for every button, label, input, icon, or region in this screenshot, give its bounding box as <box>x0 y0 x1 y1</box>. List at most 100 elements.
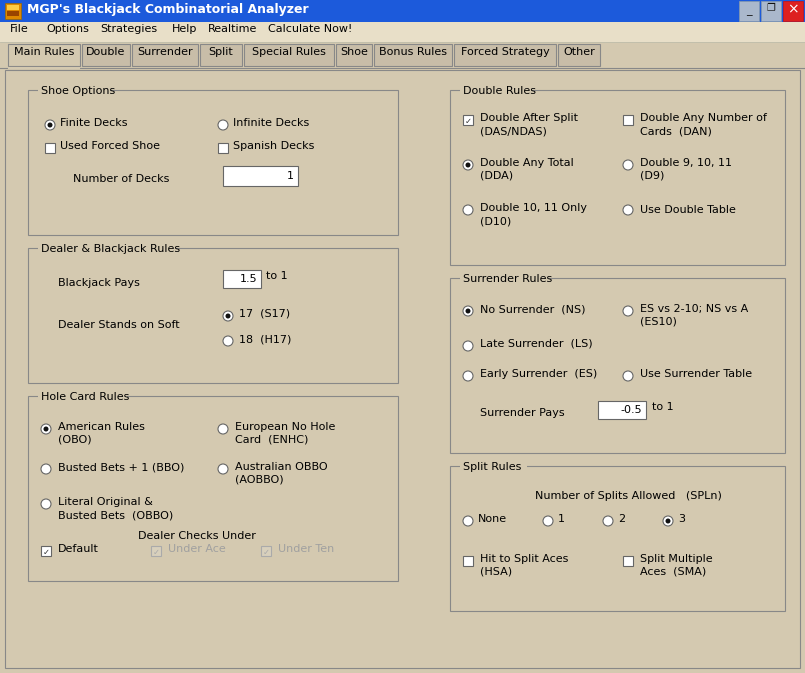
Bar <box>28 396 398 581</box>
Text: ES vs 2-10; NS vs A: ES vs 2-10; NS vs A <box>640 304 749 314</box>
Bar <box>41 546 51 556</box>
Text: (DDA): (DDA) <box>480 171 513 181</box>
Bar <box>463 556 473 566</box>
Text: Cards  (DAN): Cards (DAN) <box>640 126 712 136</box>
Circle shape <box>463 341 473 351</box>
Text: Double Rules: Double Rules <box>463 86 536 96</box>
Text: 17  (S17): 17 (S17) <box>239 309 290 319</box>
Text: ✓: ✓ <box>262 548 270 557</box>
Circle shape <box>543 516 553 526</box>
Text: Strategies: Strategies <box>100 24 157 34</box>
Text: Busted Bets + 1 (BBO): Busted Bets + 1 (BBO) <box>58 462 184 472</box>
Text: Double: Double <box>86 47 126 57</box>
Bar <box>223 270 261 288</box>
Bar <box>5 3 21 19</box>
Bar <box>336 44 372 66</box>
Bar <box>454 44 556 66</box>
Circle shape <box>47 122 52 127</box>
Bar <box>0 42 805 68</box>
Text: Under Ace: Under Ace <box>168 544 225 554</box>
Text: Surrender Pays: Surrender Pays <box>480 408 564 418</box>
Text: Shoe: Shoe <box>340 47 368 57</box>
Text: Use Surrender Table: Use Surrender Table <box>640 369 752 379</box>
Text: European No Hole: European No Hole <box>235 422 336 432</box>
Text: 1.5: 1.5 <box>239 274 257 284</box>
Circle shape <box>43 427 48 431</box>
Bar <box>463 115 473 125</box>
Bar <box>460 85 532 96</box>
Circle shape <box>225 314 230 318</box>
Text: Early Surrender  (ES): Early Surrender (ES) <box>480 369 597 379</box>
Text: Use Double Table: Use Double Table <box>640 205 736 215</box>
Circle shape <box>463 160 473 170</box>
Bar <box>558 44 600 66</box>
Circle shape <box>463 371 473 381</box>
Text: Australian OBBO: Australian OBBO <box>235 462 328 472</box>
Circle shape <box>603 516 613 526</box>
Bar <box>28 248 398 383</box>
Text: -0.5: -0.5 <box>621 405 642 415</box>
Text: Help: Help <box>172 24 197 34</box>
Bar <box>460 273 548 284</box>
Bar <box>45 143 55 153</box>
Text: Hit to Split Aces: Hit to Split Aces <box>480 554 568 564</box>
Text: Forced Strategy: Forced Strategy <box>460 47 549 57</box>
Circle shape <box>218 424 228 434</box>
Text: File: File <box>10 24 29 34</box>
Text: Aces  (SMA): Aces (SMA) <box>640 567 706 577</box>
Text: Special Rules: Special Rules <box>252 47 326 57</box>
Text: Double After Split: Double After Split <box>480 113 578 123</box>
Bar <box>223 166 298 186</box>
Text: None: None <box>478 514 507 524</box>
Text: Split: Split <box>208 47 233 57</box>
Text: Split Multiple: Split Multiple <box>640 554 712 564</box>
Text: Default: Default <box>58 544 99 554</box>
Text: Surrender Rules: Surrender Rules <box>463 274 552 284</box>
Text: Blackjack Pays: Blackjack Pays <box>58 278 140 288</box>
Text: 3: 3 <box>678 514 685 524</box>
Circle shape <box>666 518 671 524</box>
Text: Double 10, 11 Only: Double 10, 11 Only <box>480 203 587 213</box>
Text: Double Any Total: Double Any Total <box>480 158 574 168</box>
Text: (AOBBO): (AOBBO) <box>235 475 283 485</box>
Bar <box>82 44 130 66</box>
Text: Card  (ENHC): Card (ENHC) <box>235 435 308 445</box>
Bar <box>38 391 126 402</box>
Circle shape <box>218 464 228 474</box>
Text: ✓: ✓ <box>152 548 159 557</box>
Text: Double 9, 10, 11: Double 9, 10, 11 <box>640 158 732 168</box>
Bar <box>244 44 334 66</box>
Text: (DAS/NDAS): (DAS/NDAS) <box>480 126 547 136</box>
Bar <box>450 278 785 453</box>
Circle shape <box>45 120 55 130</box>
Bar <box>0 22 805 42</box>
Text: Dealer Checks Under: Dealer Checks Under <box>138 531 256 541</box>
Text: Infinite Decks: Infinite Decks <box>233 118 309 128</box>
Text: (OBO): (OBO) <box>58 435 92 445</box>
Bar <box>38 243 176 254</box>
Circle shape <box>465 308 470 314</box>
Text: Surrender: Surrender <box>137 47 193 57</box>
Text: Main Rules: Main Rules <box>14 47 74 57</box>
Text: _: _ <box>746 6 752 16</box>
Text: to 1: to 1 <box>266 271 287 281</box>
Circle shape <box>463 205 473 215</box>
Text: (D10): (D10) <box>480 216 511 226</box>
Text: (D9): (D9) <box>640 171 664 181</box>
Bar <box>761 1 781 21</box>
Text: Number of Decks: Number of Decks <box>73 174 169 184</box>
Text: Under Ten: Under Ten <box>278 544 334 554</box>
Bar <box>450 466 785 611</box>
Text: ✓: ✓ <box>464 116 472 125</box>
Bar <box>0 0 805 22</box>
Bar <box>623 556 633 566</box>
Circle shape <box>41 424 51 434</box>
Circle shape <box>223 336 233 346</box>
Text: (ES10): (ES10) <box>640 317 677 327</box>
Bar <box>598 401 646 419</box>
Bar <box>218 143 228 153</box>
Text: to 1: to 1 <box>652 402 674 412</box>
Text: MGP's Blackjack Combinatorial Analyzer: MGP's Blackjack Combinatorial Analyzer <box>27 3 308 16</box>
Circle shape <box>41 464 51 474</box>
Text: Hole Card Rules: Hole Card Rules <box>41 392 130 402</box>
